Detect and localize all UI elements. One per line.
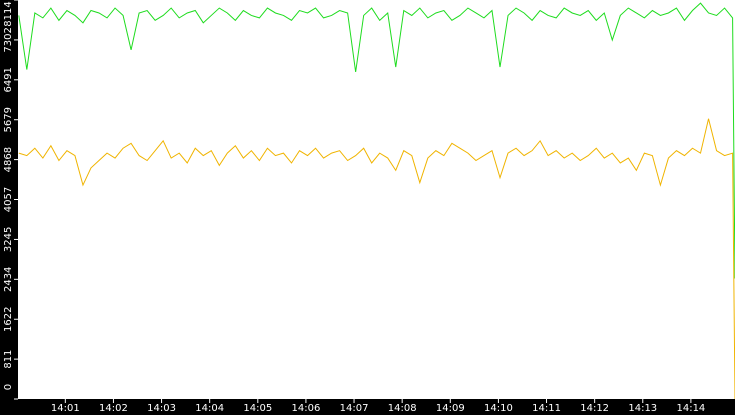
y-tick-label: 7302 xyxy=(3,27,14,52)
x-tick-label: 14:12 xyxy=(580,403,609,414)
x-tick-label: 14:02 xyxy=(99,403,128,414)
x-tick-label: 14:03 xyxy=(147,403,176,414)
y-tick-label: 811 xyxy=(3,350,14,369)
y-tick-label: 8114 xyxy=(3,1,14,26)
x-tick-label: 14:06 xyxy=(292,403,321,414)
y-tick-label: 0 xyxy=(3,384,14,390)
y-tick-label: 4057 xyxy=(3,187,14,212)
y-tick-label: 6491 xyxy=(3,67,14,92)
y-tick-label: 1622 xyxy=(3,307,14,332)
y-tick-label: 2434 xyxy=(3,267,14,292)
y-tick-label: 4868 xyxy=(3,147,14,172)
x-tick-label: 14:14 xyxy=(676,403,705,414)
x-tick-label: 14:04 xyxy=(195,403,224,414)
x-tick-label: 14:07 xyxy=(340,403,369,414)
plot-area xyxy=(18,0,735,399)
x-tick-label: 14:01 xyxy=(51,403,80,414)
x-tick-label: 14:10 xyxy=(484,403,513,414)
series-line xyxy=(18,118,735,400)
y-tick-label: 3245 xyxy=(3,227,14,252)
y-tick-label: 5679 xyxy=(3,107,14,132)
x-tick-label: 14:09 xyxy=(436,403,465,414)
x-tick-label: 14:11 xyxy=(532,403,561,414)
series-line xyxy=(18,2,735,279)
x-tick-label: 14:08 xyxy=(388,403,417,414)
x-tick-label: 14:13 xyxy=(628,403,657,414)
x-tick-label: 14:05 xyxy=(243,403,272,414)
